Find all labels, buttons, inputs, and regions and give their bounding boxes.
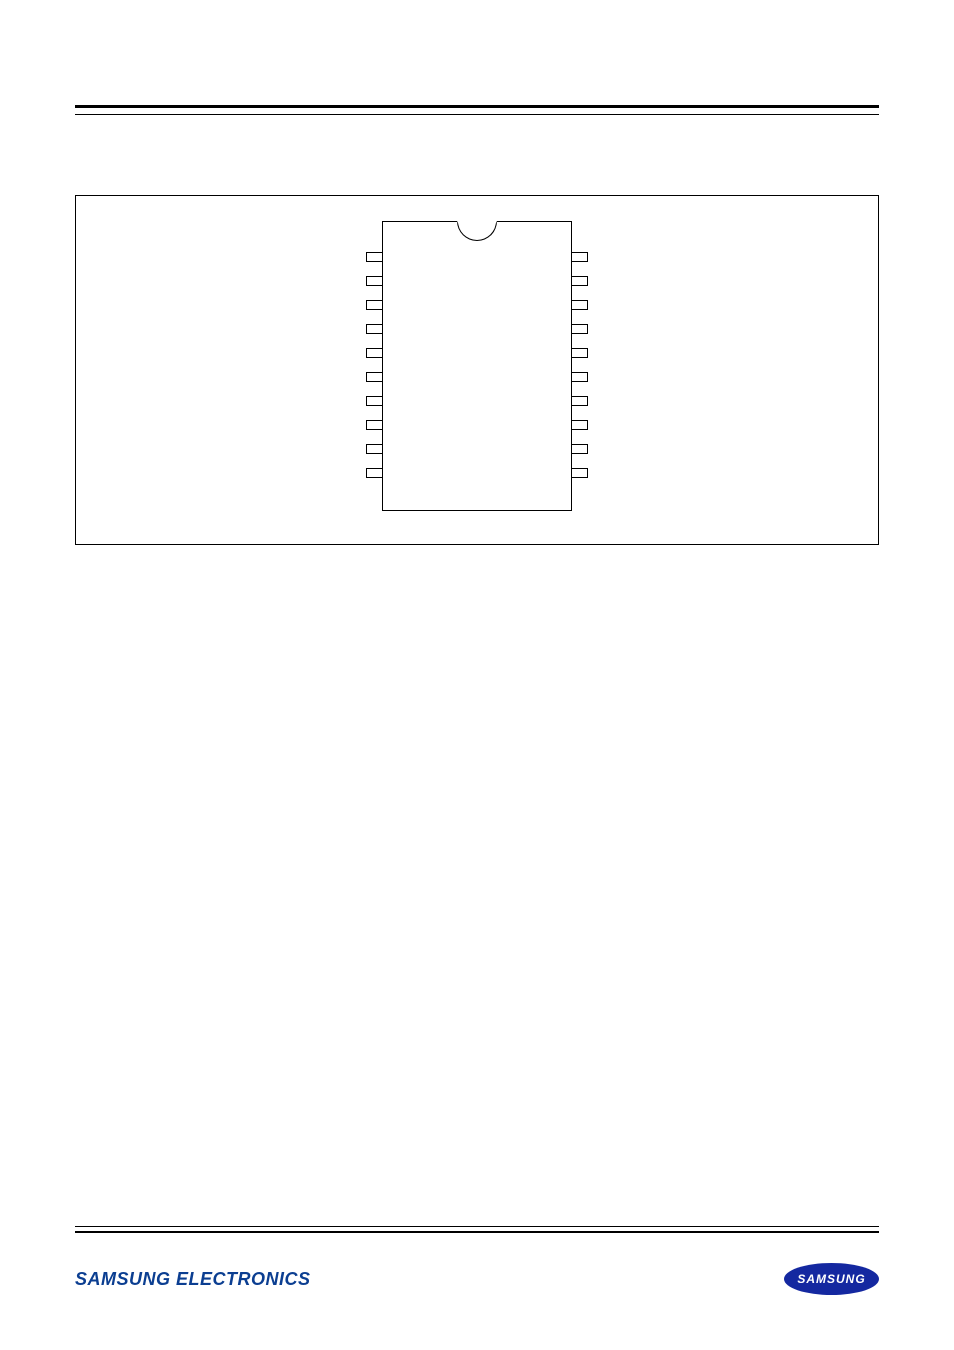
chip-pins-right bbox=[571, 252, 588, 478]
chip-pin bbox=[366, 420, 383, 430]
footer-content: SAMSUNG ELECTRONICS SAMSUNG bbox=[75, 1263, 879, 1295]
bullet-item bbox=[105, 727, 879, 742]
chip-pin bbox=[366, 372, 383, 382]
chip-body bbox=[382, 221, 572, 511]
chip-pin bbox=[366, 444, 383, 454]
chip-pin bbox=[366, 324, 383, 334]
chip-pin bbox=[571, 324, 588, 334]
chip-pin bbox=[571, 444, 588, 454]
chip-pin bbox=[571, 420, 588, 430]
bullet-item bbox=[105, 811, 879, 826]
bullet-item bbox=[105, 755, 879, 770]
chip-pins-left bbox=[366, 252, 383, 478]
feature-bullet-list bbox=[105, 615, 879, 938]
header-rule-thick bbox=[75, 105, 879, 108]
bullet-item bbox=[105, 839, 879, 854]
bullet-item bbox=[105, 923, 879, 938]
chip-pin bbox=[571, 300, 588, 310]
chip-diagram-frame bbox=[75, 195, 879, 545]
chip-notch bbox=[457, 221, 497, 241]
chip-pin bbox=[571, 468, 588, 478]
footer-rule-thick bbox=[75, 1231, 879, 1233]
bullet-item bbox=[105, 783, 879, 798]
bullet-item bbox=[105, 643, 879, 658]
chip-pin bbox=[366, 276, 383, 286]
bullet-item bbox=[105, 699, 879, 714]
samsung-logo: SAMSUNG bbox=[784, 1263, 879, 1295]
page-container: SAMSUNG ELECTRONICS SAMSUNG bbox=[0, 0, 954, 1350]
chip-pin bbox=[571, 372, 588, 382]
chip-pin bbox=[571, 396, 588, 406]
chip-pin bbox=[366, 468, 383, 478]
chip-pin bbox=[366, 252, 383, 262]
bullet-item bbox=[105, 895, 879, 910]
chip-pin bbox=[571, 252, 588, 262]
company-name: SAMSUNG ELECTRONICS bbox=[75, 1269, 311, 1290]
footer-rule-thin bbox=[75, 1226, 879, 1227]
header-rule-thin bbox=[75, 114, 879, 115]
chip-pin bbox=[366, 300, 383, 310]
chip-pin bbox=[571, 276, 588, 286]
bullet-item bbox=[105, 867, 879, 882]
page-footer: SAMSUNG ELECTRONICS SAMSUNG bbox=[75, 1226, 879, 1295]
chip-pin bbox=[366, 396, 383, 406]
chip-pin bbox=[366, 348, 383, 358]
bullet-item bbox=[105, 671, 879, 686]
bullet-item bbox=[105, 615, 879, 630]
logo-text: SAMSUNG bbox=[797, 1272, 865, 1286]
chip-pin bbox=[571, 348, 588, 358]
